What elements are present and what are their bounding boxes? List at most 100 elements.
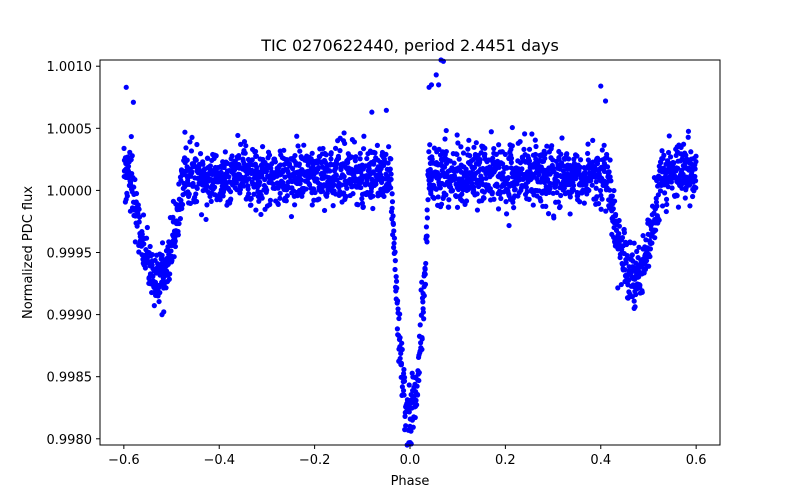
scatter-point — [125, 163, 132, 169]
scatter-point — [631, 240, 637, 246]
scatter-point — [555, 199, 562, 205]
scatter-point — [402, 413, 408, 419]
scatter-point — [566, 156, 572, 162]
scatter-point — [124, 193, 130, 199]
scatter-point — [668, 179, 675, 185]
scatter-point — [132, 239, 138, 245]
scatter-point — [272, 159, 278, 165]
scatter-point — [171, 254, 177, 260]
scatter-point — [317, 181, 324, 188]
scatter-point — [693, 185, 699, 191]
scatter-point — [647, 246, 654, 252]
scatter-point — [602, 98, 609, 104]
scatter-point — [292, 152, 298, 159]
scatter-point — [558, 151, 564, 157]
scatter-point — [297, 148, 303, 154]
scatter-point — [664, 201, 670, 208]
scatter-point — [567, 211, 573, 217]
scatter-point — [383, 107, 389, 113]
scatter-point — [685, 134, 691, 140]
scatter-point — [577, 164, 583, 170]
y-tick-label: 1.0005 — [47, 122, 93, 137]
scatter-point — [680, 141, 687, 147]
scatter-point — [392, 258, 398, 264]
scatter-point — [159, 240, 166, 246]
scatter-point — [401, 366, 407, 373]
scatter-point — [433, 186, 439, 192]
scatter-point — [233, 180, 240, 186]
scatter-point — [385, 160, 391, 166]
scatter-point — [370, 193, 376, 199]
scatter-point — [266, 152, 273, 158]
scatter-point — [397, 334, 403, 341]
scatter-point — [351, 139, 358, 145]
scatter-point — [388, 176, 394, 182]
scatter-point — [616, 223, 623, 229]
scatter-point — [186, 191, 192, 197]
x-axis-label: Phase — [391, 474, 430, 489]
scatter-point — [526, 196, 532, 202]
scatter-point — [482, 145, 488, 151]
scatter-point — [504, 165, 510, 171]
scatter-point — [465, 146, 471, 152]
scatter-point — [391, 244, 397, 251]
scatter-point — [604, 164, 611, 170]
scatter-point — [509, 143, 515, 149]
x-tick-label: 0.4 — [590, 453, 611, 468]
scatter-point — [252, 148, 259, 155]
scatter-point — [608, 178, 614, 184]
scatter-point — [653, 199, 660, 205]
scatter-point — [390, 221, 396, 228]
scatter-point — [674, 193, 680, 199]
scatter-point — [390, 213, 396, 219]
scatter-point — [454, 151, 460, 158]
scatter-point — [339, 182, 345, 188]
scatter-point — [323, 152, 329, 158]
scatter-point — [320, 145, 326, 152]
scatter-point — [532, 137, 538, 143]
scatter-point — [334, 161, 340, 167]
scatter-point — [241, 139, 248, 145]
scatter-point — [357, 156, 363, 162]
scatter-point — [517, 160, 524, 166]
scatter-point — [675, 165, 681, 171]
scatter-point — [428, 82, 435, 88]
scatter-point — [175, 232, 181, 238]
scatter-point — [190, 180, 196, 187]
scatter-point — [530, 202, 536, 208]
scatter-point — [372, 150, 378, 156]
scatter-point — [188, 148, 195, 154]
scatter-point — [179, 205, 185, 212]
scatter-point — [473, 140, 479, 146]
scatter-point — [421, 316, 427, 322]
scatter-point — [629, 252, 635, 258]
y-tick-label: 0.9980 — [47, 433, 93, 448]
scatter-point — [646, 263, 652, 269]
scatter-point — [446, 204, 452, 210]
scatter-point — [419, 336, 425, 342]
scatter-point — [455, 186, 462, 193]
scatter-point — [184, 157, 190, 163]
scatter-point — [544, 176, 551, 182]
scatter-point — [211, 184, 218, 190]
scatter-point — [253, 153, 260, 159]
scatter-point — [456, 156, 462, 162]
scatter-point — [510, 199, 516, 205]
scatter-point — [417, 322, 423, 328]
scatter-point — [564, 151, 570, 157]
scatter-point — [447, 158, 453, 164]
x-tick-label: 0.2 — [495, 453, 516, 468]
x-tick-label: −0.2 — [299, 453, 331, 468]
scatter-point — [582, 171, 588, 177]
scatter-point — [259, 144, 266, 150]
scatter-point — [481, 195, 487, 201]
scatter-point — [221, 164, 227, 171]
scatter-point — [663, 208, 669, 215]
scatter-point — [663, 196, 670, 202]
scatter-point — [142, 265, 148, 271]
scatter-point — [522, 131, 528, 137]
scatter-point — [235, 132, 241, 139]
scatter-point — [425, 197, 431, 203]
scatter-point — [542, 151, 548, 157]
scatter-point — [440, 58, 446, 64]
